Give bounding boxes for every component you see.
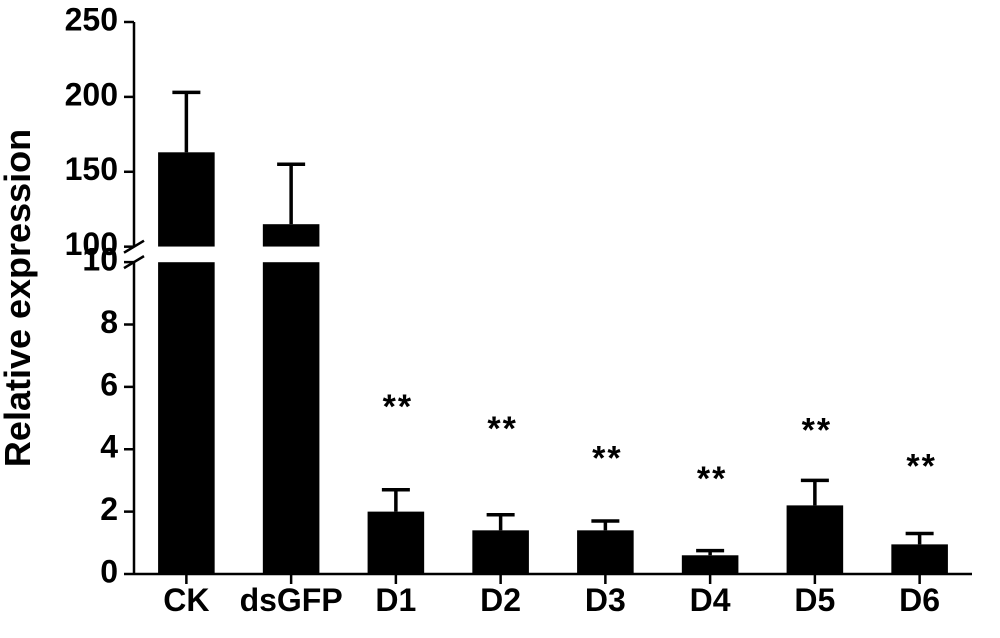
- y-axis-label: Relative expression: [0, 129, 38, 467]
- y-tick-label: 2: [100, 491, 118, 527]
- x-tick-label: D4: [690, 582, 731, 618]
- axis-break-gap: [128, 247, 978, 262]
- bar-upper: [263, 224, 320, 246]
- y-tick-label: 4: [100, 429, 118, 465]
- bar-lower: [158, 262, 215, 574]
- x-tick-label: D3: [585, 582, 626, 618]
- x-tick-label: D5: [794, 582, 835, 618]
- x-tick-label: CK: [163, 582, 209, 618]
- significance-marker: **: [697, 460, 727, 498]
- y-tick-label: 0: [100, 553, 118, 589]
- y-tick-label: 100: [65, 226, 118, 262]
- bar-chart: ************0246810100150200250CKdsGFPD1…: [0, 0, 1000, 638]
- significance-marker: **: [906, 447, 936, 485]
- x-tick-label: D2: [480, 582, 521, 618]
- significance-marker: **: [487, 410, 517, 448]
- x-tick-label: dsGFP: [240, 582, 343, 618]
- x-tick-label: D6: [899, 582, 940, 618]
- bar: [472, 530, 529, 574]
- x-tick-label: D1: [375, 582, 416, 618]
- significance-marker: **: [802, 411, 832, 449]
- y-tick-label: 8: [100, 304, 118, 340]
- bar-upper: [158, 152, 215, 246]
- bar: [891, 544, 948, 574]
- bars: ** ** ** ** ** **: [158, 92, 948, 574]
- bar: [787, 505, 844, 574]
- y-tick-label: 150: [65, 151, 118, 187]
- y-tick-label: 250: [65, 1, 118, 37]
- y-tick-label: 200: [65, 76, 118, 112]
- bar: [682, 555, 739, 574]
- bar: [368, 512, 425, 574]
- significance-marker: **: [592, 440, 622, 478]
- bar-lower: [263, 262, 320, 574]
- significance-marker: **: [383, 388, 413, 426]
- y-tick-label: 6: [100, 366, 118, 402]
- bar: [577, 530, 634, 574]
